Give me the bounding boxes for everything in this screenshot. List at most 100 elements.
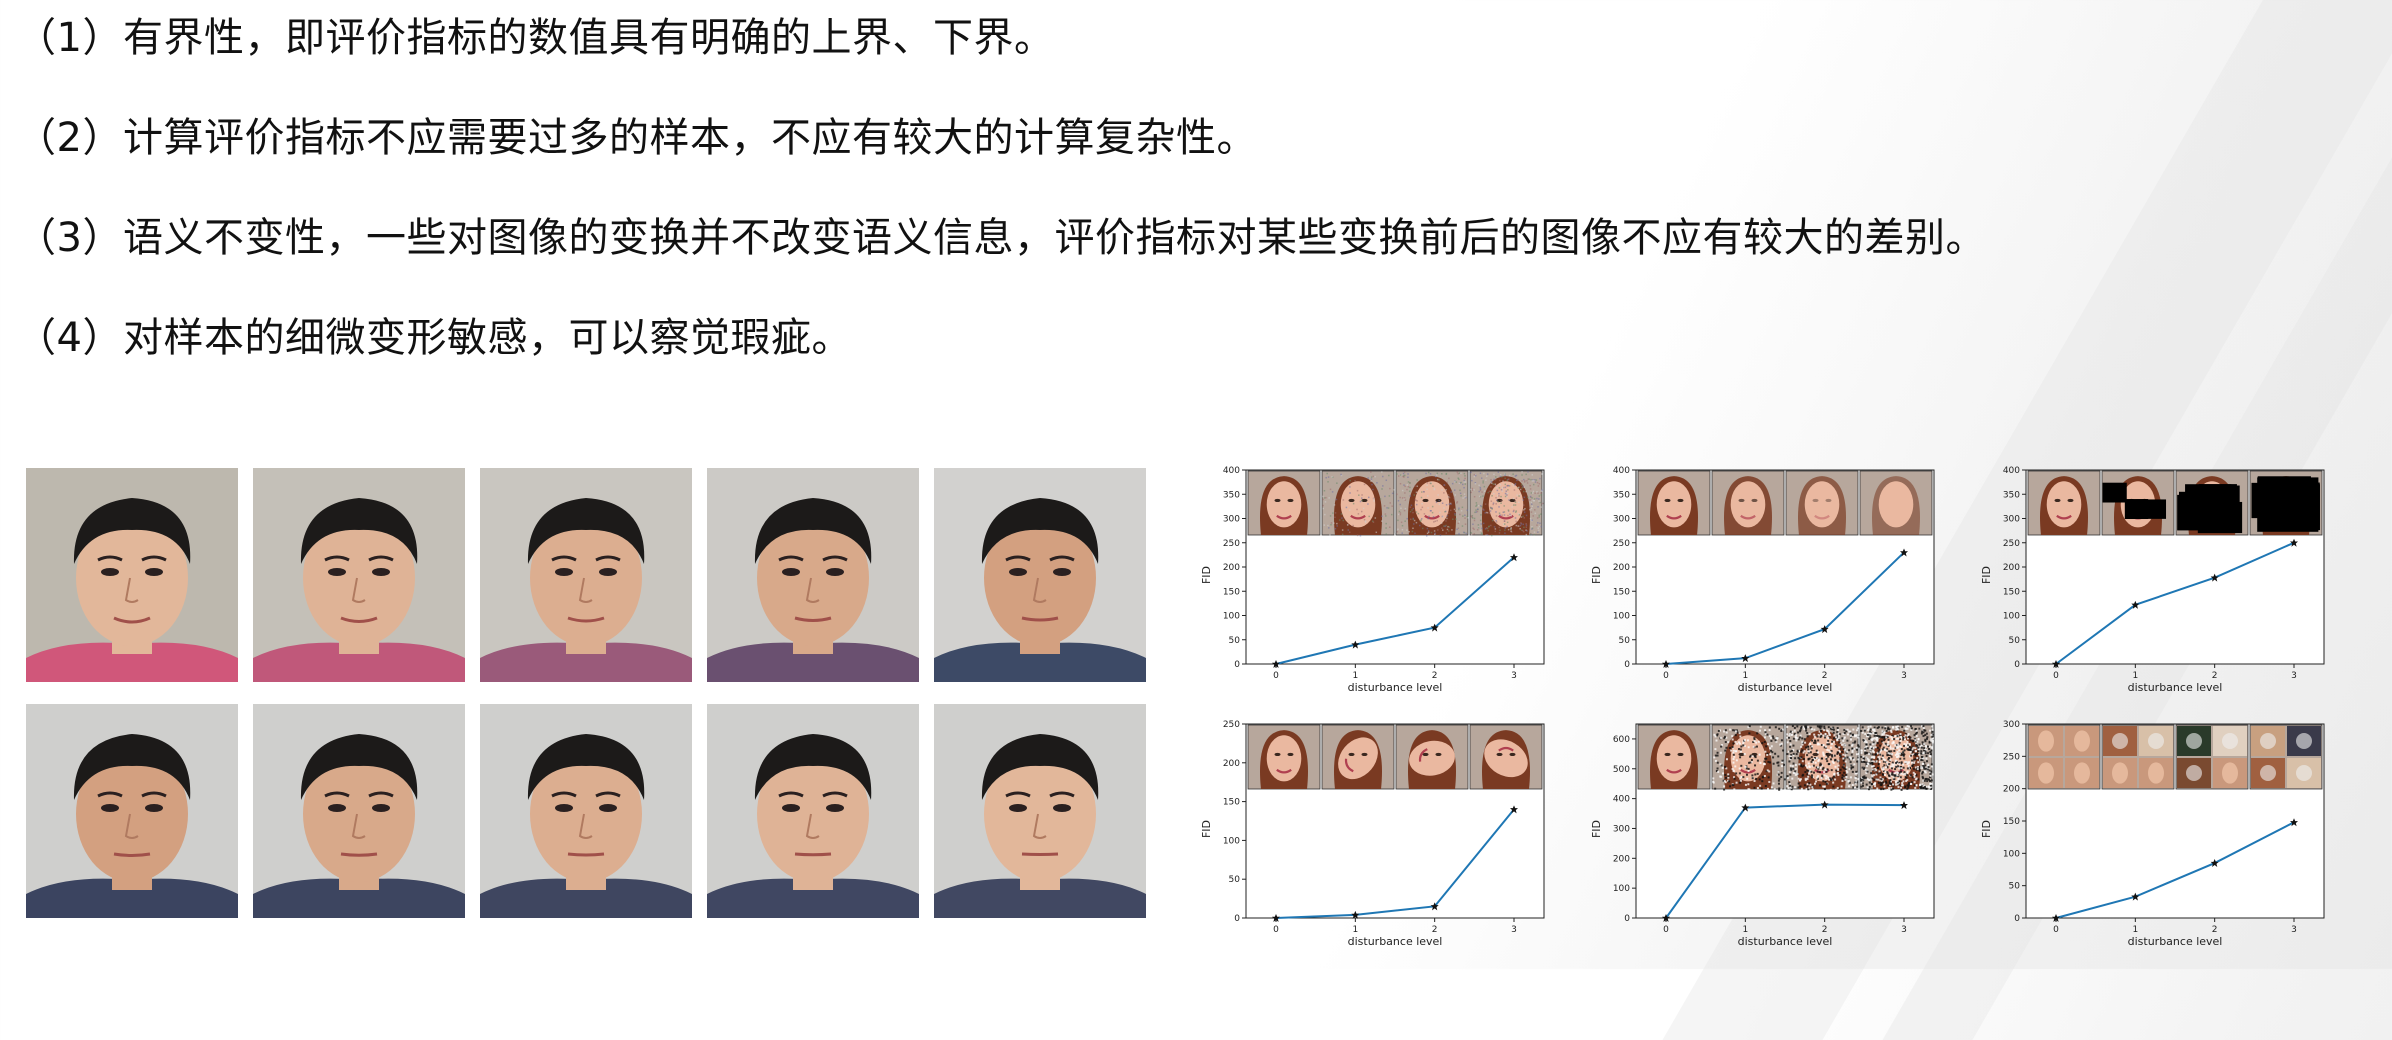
- x-tick-label: 2: [1432, 671, 1438, 681]
- fid-data-point: [2131, 600, 2140, 609]
- x-tick-label: 3: [1901, 925, 1907, 935]
- fid-data-point: [2052, 914, 2060, 922]
- y-axis-label: FID: [1590, 820, 1603, 838]
- perturbed-face-thumbnail-icon: [1785, 724, 1860, 791]
- y-tick-label: 150: [1223, 587, 1240, 597]
- x-tick-label: 0: [1663, 671, 1669, 681]
- y-tick-label: 350: [1613, 490, 1630, 500]
- x-tick-label: 2: [1432, 925, 1438, 935]
- face-thumbnail-icon: [26, 468, 238, 682]
- y-axis-label: FID: [1200, 566, 1213, 584]
- x-tick-label: 0: [2053, 925, 2059, 935]
- perturbed-face-thumbnail-icon: [1711, 724, 1786, 791]
- y-tick-label: 0: [1234, 914, 1240, 924]
- face-thumbnail-icon: [934, 468, 1146, 682]
- perturbed-face-thumbnail-icon: [1859, 470, 1933, 536]
- perturbed-face-thumbnail-icon: [1321, 724, 1395, 790]
- y-tick-label: 250: [1223, 539, 1240, 549]
- y-axis-label: FID: [1590, 566, 1603, 584]
- perturbed-face-thumbnail-icon: [2027, 470, 2101, 536]
- fid-data-point: [1510, 805, 1518, 814]
- fid-series-line: [1275, 808, 1515, 919]
- face-image: [480, 704, 692, 918]
- y-tick-label: 200: [2003, 563, 2020, 573]
- y-tick-label: 150: [2003, 587, 2020, 597]
- x-tick-label: 0: [1273, 925, 1279, 935]
- fid-data-point: [1351, 640, 1360, 649]
- criterion-1: （1）有界性，即评价指标的数值具有明确的上界、下界。: [16, 15, 1055, 61]
- x-tick-label: 3: [1511, 925, 1517, 935]
- x-axis-label: disturbance level: [1348, 935, 1443, 948]
- perturbed-face-thumbnail-icon: [1469, 724, 1543, 790]
- perturbation-thumbnail-strip: [1247, 724, 1543, 790]
- y-tick-label: 200: [1223, 759, 1240, 769]
- y-tick-label: 0: [2014, 660, 2020, 670]
- y-tick-label: 250: [2003, 539, 2020, 549]
- face-image: [934, 704, 1146, 918]
- perturbed-face-thumbnail-icon: [1395, 470, 1469, 537]
- fid-chart-gaussian-noise: 0 50 100 150 200 250 300 350 400 0 1 2 3 disturbance …: [1190, 462, 1580, 712]
- y-tick-label: 400: [1613, 466, 1630, 476]
- y-tick-label: 350: [2003, 490, 2020, 500]
- y-tick-label: 100: [1613, 612, 1630, 622]
- y-tick-label: 300: [2003, 515, 2020, 525]
- y-tick-label: 150: [1613, 587, 1630, 597]
- face-thumbnail-icon: [26, 704, 238, 918]
- fid-series-line: [1275, 556, 1515, 665]
- x-tick-label: 0: [1663, 925, 1669, 935]
- y-tick-label: 300: [1613, 824, 1630, 834]
- x-tick-label: 1: [2132, 925, 2138, 935]
- fid-series-line: [1665, 803, 1905, 919]
- fid-data-point: [2131, 892, 2140, 901]
- criterion-2: （2）计算评价指标不应需要过多的样本，不应有较大的计算复杂性。: [16, 115, 1257, 161]
- face-image: [480, 468, 692, 682]
- y-tick-label: 50: [1619, 636, 1631, 646]
- perturbed-face-thumbnail-icon: [1637, 470, 1711, 536]
- x-axis-label: disturbance level: [1738, 935, 1833, 948]
- y-tick-label: 100: [2003, 849, 2020, 859]
- face-thumbnail-icon: [707, 468, 919, 682]
- y-axis-label: FID: [1980, 566, 1993, 584]
- perturbed-face-thumbnail-icon: [1469, 470, 1544, 537]
- fid-data-point: [1430, 902, 1439, 911]
- x-tick-label: 1: [2132, 671, 2138, 681]
- x-tick-label: 3: [1511, 671, 1517, 681]
- criteria-list: （1）有界性，即评价指标的数值具有明确的上界、下界。 （2）计算评价指标不应需要…: [16, 14, 1986, 414]
- face-thumbnail-icon: [253, 468, 465, 682]
- fid-chart-imagenet-contamination: 0 50 100 150 200 250 300 0 1 2 3 disturbance level F…: [1970, 716, 2360, 966]
- fid-data-point: [1900, 801, 1908, 810]
- perturbed-face-thumbnail-icon: [2249, 470, 2323, 536]
- x-tick-label: 2: [2212, 671, 2218, 681]
- fid-data-point: [1662, 660, 1670, 668]
- y-tick-label: 400: [1223, 466, 1240, 476]
- criterion-3: （3）语义不变性，一些对图像的变换并不改变语义信息，评价指标对某些变换前后的图像…: [16, 215, 1986, 261]
- x-tick-label: 2: [1822, 925, 1828, 935]
- y-tick-label: 350: [1223, 490, 1240, 500]
- perturbed-face-thumbnail-icon: [2027, 724, 2101, 790]
- fid-data-point: [2210, 573, 2219, 582]
- fid-chart-salt-and-pepper: 0 100 200 300 400 500 600 0 1 2 3 disturbance level…: [1580, 716, 1970, 966]
- fid-data-point: [2052, 660, 2060, 668]
- fid-data-point: [1351, 910, 1360, 919]
- y-tick-label: 200: [1613, 563, 1630, 573]
- y-tick-label: 100: [2003, 612, 2020, 622]
- face-interpolation-grid: [26, 468, 1146, 920]
- y-tick-label: 50: [1229, 636, 1241, 646]
- perturbed-face-thumbnail-icon: [2101, 724, 2175, 790]
- y-tick-label: 100: [1613, 884, 1630, 894]
- perturbed-face-thumbnail-icon: [1711, 470, 1785, 536]
- x-axis-label: disturbance level: [2128, 681, 2223, 694]
- x-tick-label: 2: [2212, 925, 2218, 935]
- face-thumbnail-icon: [934, 704, 1146, 918]
- fid-data-point: [1820, 625, 1829, 634]
- fid-data-point: [1741, 803, 1750, 812]
- y-tick-label: 100: [1223, 836, 1240, 846]
- fid-series-line: [2055, 821, 2295, 919]
- x-axis-label: disturbance level: [1738, 681, 1833, 694]
- y-tick-label: 200: [1223, 563, 1240, 573]
- y-tick-label: 0: [1624, 660, 1630, 670]
- fid-data-point: [1430, 623, 1439, 632]
- perturbation-thumbnail-strip: [2027, 724, 2323, 790]
- face-image: [707, 468, 919, 682]
- fid-data-point: [1741, 654, 1750, 663]
